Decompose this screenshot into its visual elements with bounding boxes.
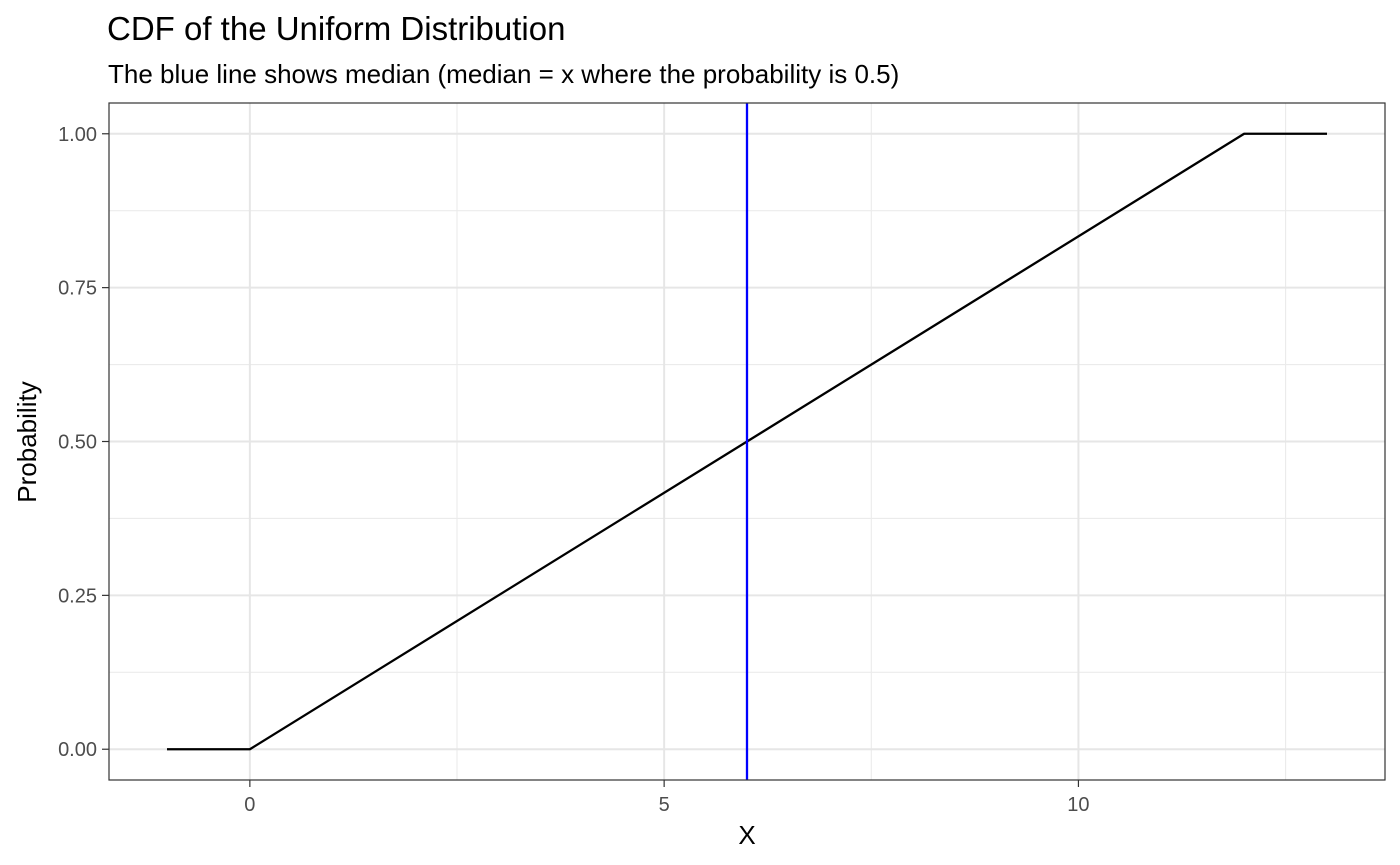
x-tick-label: 0: [244, 794, 255, 816]
x-axis-title: X: [738, 820, 755, 850]
x-tick-label: 10: [1067, 794, 1089, 816]
x-tick-label: 5: [659, 794, 670, 816]
y-axis-title: Probability: [12, 381, 42, 502]
x-axis-ticks: 0 5 10: [244, 780, 1090, 816]
y-tick-label: 0.75: [58, 278, 97, 300]
chart-title: CDF of the Uniform Distribution: [107, 10, 565, 47]
y-tick-label: 0.00: [58, 739, 97, 761]
y-axis-ticks: 0.00 0.25 0.50 0.75 1.00: [58, 124, 109, 761]
chart-subtitle: The blue line shows median (median = x w…: [108, 59, 899, 89]
y-tick-label: 1.00: [58, 124, 97, 146]
y-tick-label: 0.50: [58, 432, 97, 454]
y-tick-label: 0.25: [58, 585, 97, 607]
